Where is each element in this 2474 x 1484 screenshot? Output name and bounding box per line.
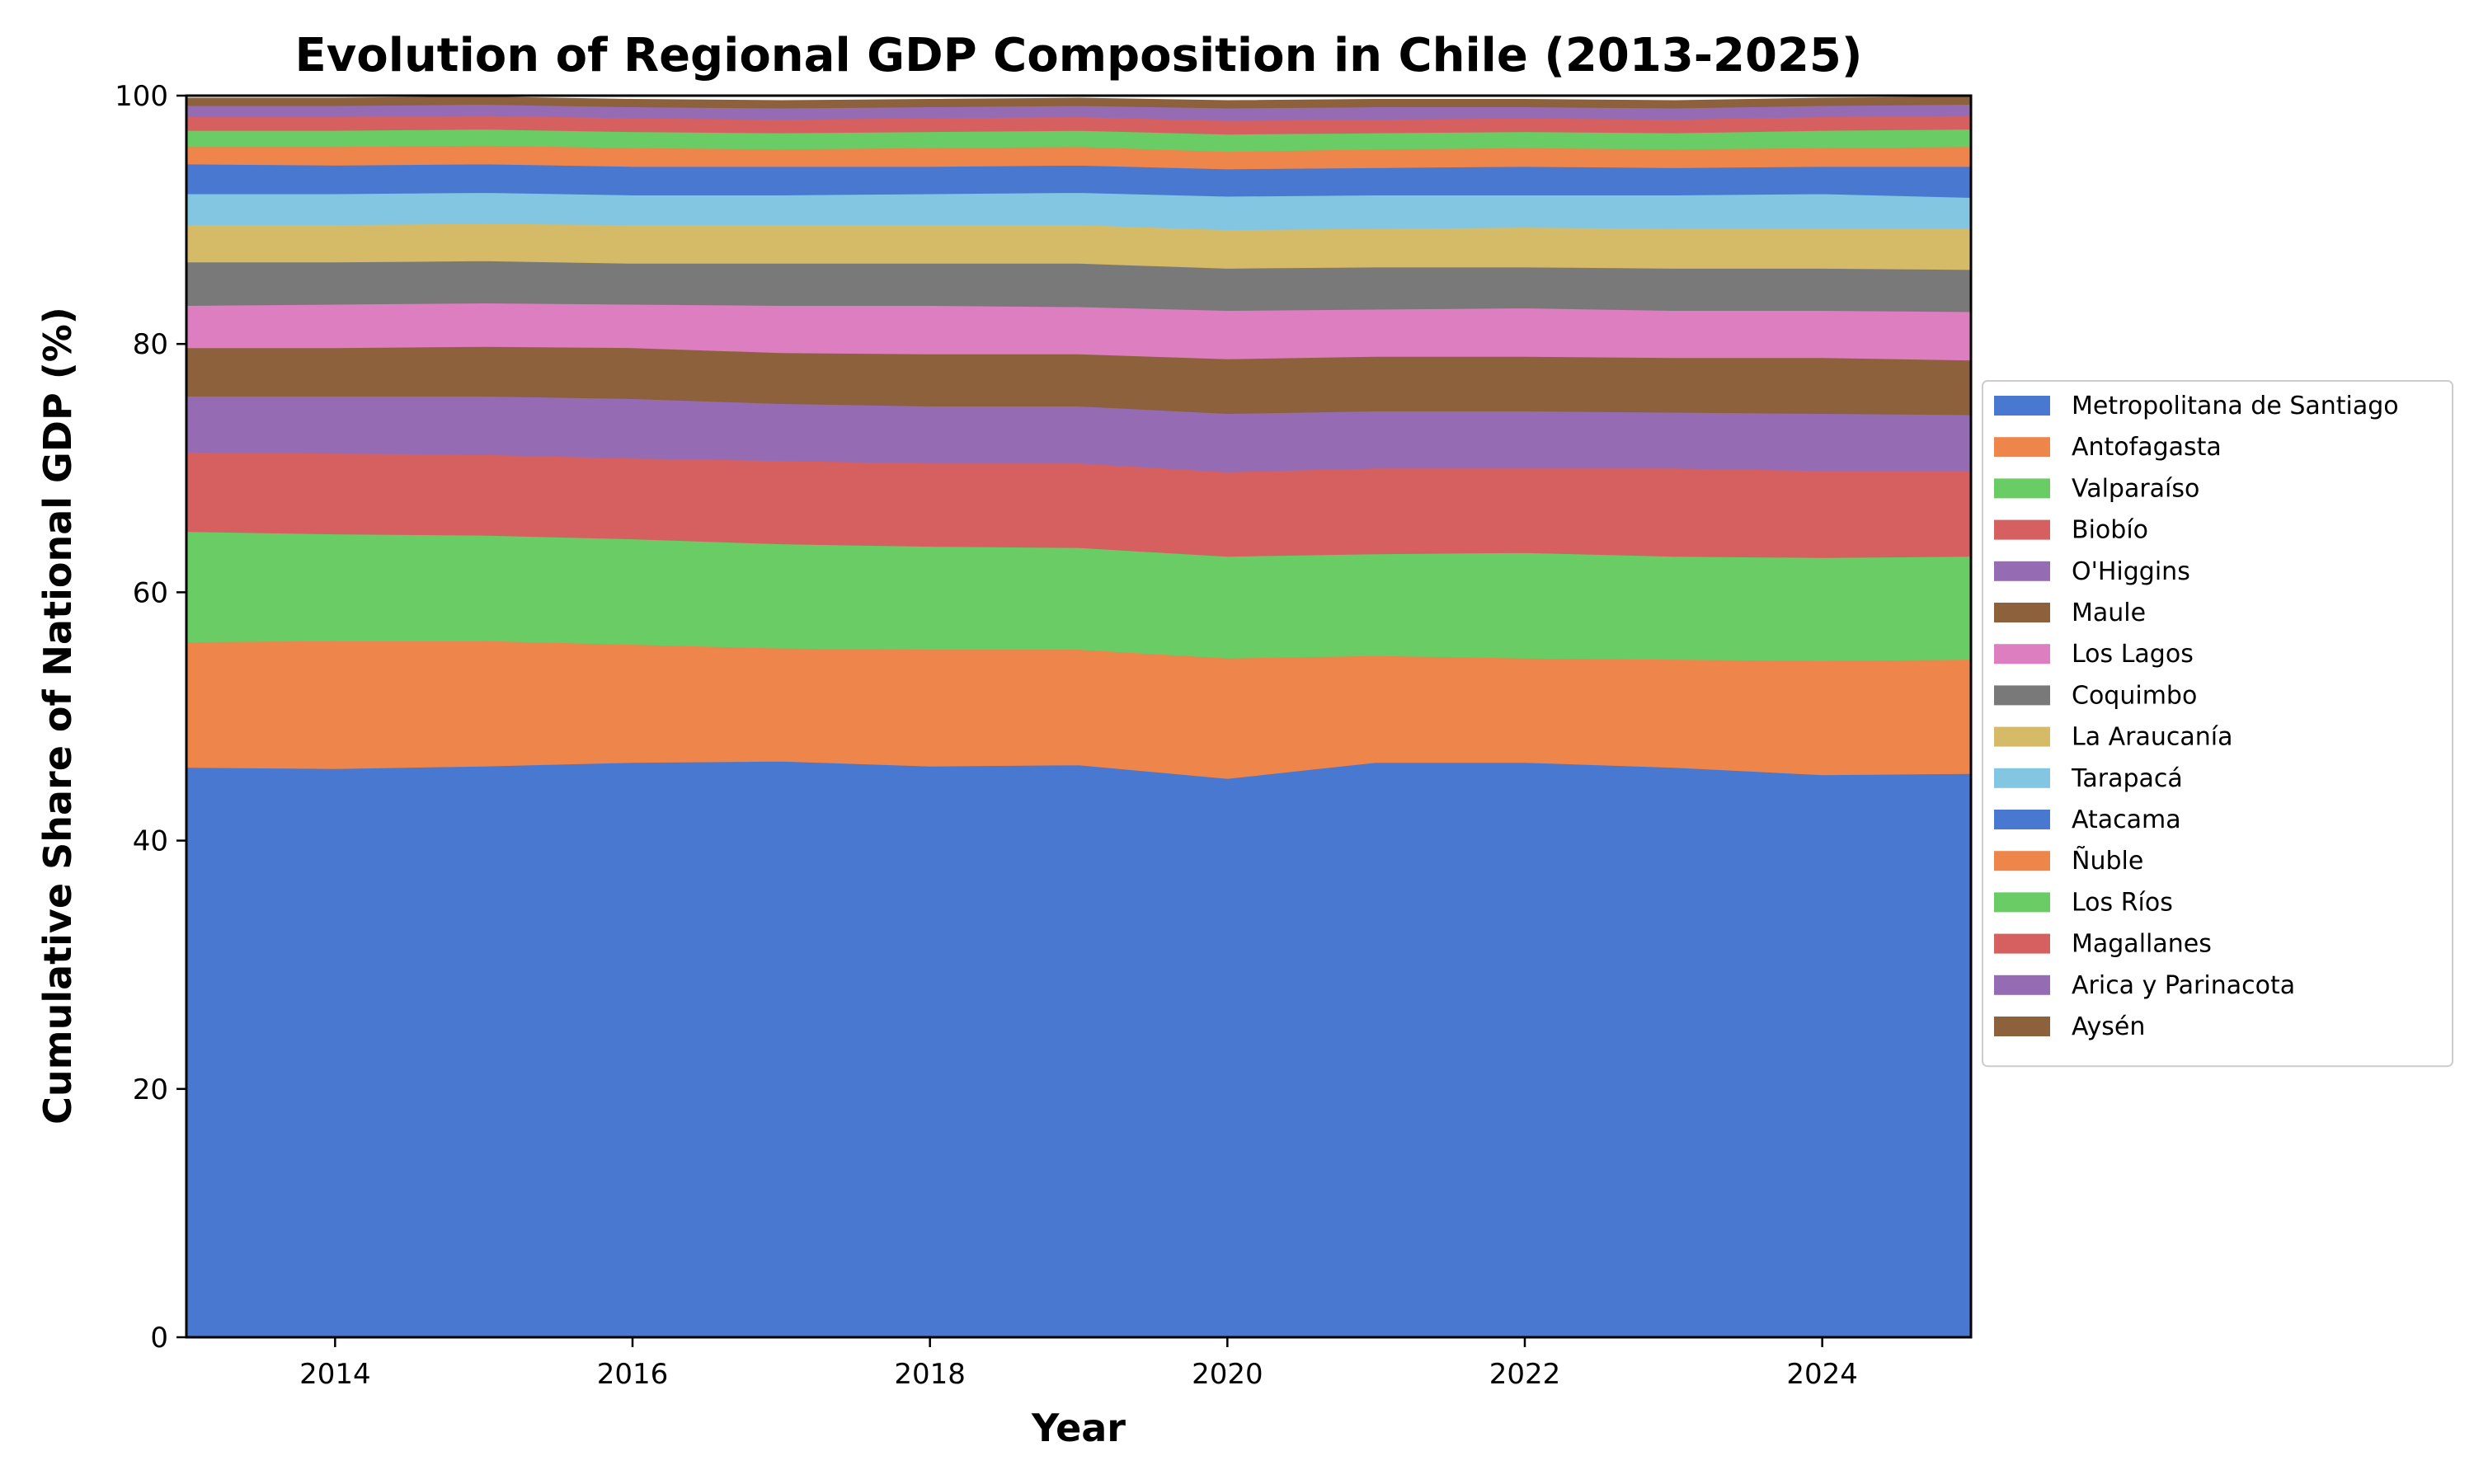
x-tick-label-4: 2022	[1489, 1358, 1561, 1391]
y-tick-label-0: 0	[150, 1322, 168, 1355]
legend-label-9: Tarapacá	[2071, 764, 2183, 793]
y-tick-label-3: 60	[133, 576, 168, 609]
legend-label-14: Arica y Parinacota	[2072, 971, 2295, 1000]
legend-label-13: Magallanes	[2072, 930, 2212, 959]
area-series-0	[186, 760, 1972, 1338]
legend-box	[1982, 380, 2453, 1068]
legend-label-10: Atacama	[2072, 805, 2181, 834]
legend-swatch-13	[1994, 933, 2050, 954]
legend-swatch-14	[1994, 974, 2050, 995]
legend-label-12: Los Ríos	[2072, 888, 2173, 917]
legend-label-11: Ñuble	[2072, 846, 2143, 876]
legend-swatch-0	[1994, 396, 2050, 416]
legend-swatch-12	[1994, 892, 2050, 913]
legend-label-4: O'Higgins	[2072, 557, 2190, 586]
legend: Metropolitana de Santiago Antofagasta Valp…	[1982, 380, 2453, 1068]
y-axis-ticks: 0 20 40 60 80 100	[115, 80, 186, 1355]
y-axis-label: Cumulative Share of National GDP (%)	[35, 307, 80, 1125]
area-series-1	[186, 640, 1972, 779]
legend-label-0: Metropolitana de Santiago	[2072, 392, 2399, 420]
x-tick-label-2: 2018	[894, 1358, 966, 1391]
x-tick-label-1: 2016	[597, 1358, 669, 1391]
legend-label-6: Los Lagos	[2072, 640, 2194, 669]
area-series-10	[186, 163, 1972, 199]
legend-label-8: La Araucanía	[2072, 723, 2233, 752]
legend-label-3: Biobío	[2072, 516, 2148, 545]
legend-label-15: Aysén	[2072, 1012, 2145, 1041]
legend-swatch-6	[1994, 644, 2050, 665]
legend-swatch-9	[1994, 768, 2050, 788]
legend-swatch-15	[1994, 1017, 2050, 1036]
x-axis-ticks: 2014 2016 2018 2020 2022 2024	[299, 1337, 1858, 1391]
x-tick-label-5: 2024	[1786, 1358, 1858, 1391]
legend-label-1: Antofagasta	[2072, 433, 2222, 462]
y-tick-label-2: 40	[133, 825, 168, 858]
legend-swatch-10	[1994, 810, 2050, 829]
area-layers	[186, 96, 1972, 1338]
legend-label-5: Maule	[2072, 599, 2146, 627]
legend-swatch-11	[1994, 851, 2050, 871]
y-tick-label-5: 100	[115, 80, 168, 113]
x-tick-label-3: 2020	[1192, 1358, 1263, 1391]
legend-swatch-1	[1994, 437, 2050, 458]
x-tick-label-0: 2014	[299, 1358, 371, 1391]
y-tick-label-1: 20	[133, 1073, 168, 1106]
legend-swatch-3	[1994, 519, 2050, 540]
area-series-9	[186, 191, 1972, 231]
legend-label-2: Valparaíso	[2072, 474, 2199, 503]
legend-swatch-5	[1994, 603, 2050, 622]
chart-title: Evolution of Regional GDP Composition in…	[295, 29, 1863, 82]
x-axis-label: Year	[1031, 1406, 1126, 1450]
legend-swatch-2	[1994, 478, 2050, 499]
legend-swatch-4	[1994, 561, 2050, 581]
legend-swatch-8	[1994, 726, 2050, 747]
y-tick-label-4: 80	[133, 328, 168, 361]
plot-frame	[185, 94, 1973, 1339]
legend-swatch-7	[1994, 685, 2050, 706]
legend-label-7: Coquimbo	[2072, 681, 2197, 710]
